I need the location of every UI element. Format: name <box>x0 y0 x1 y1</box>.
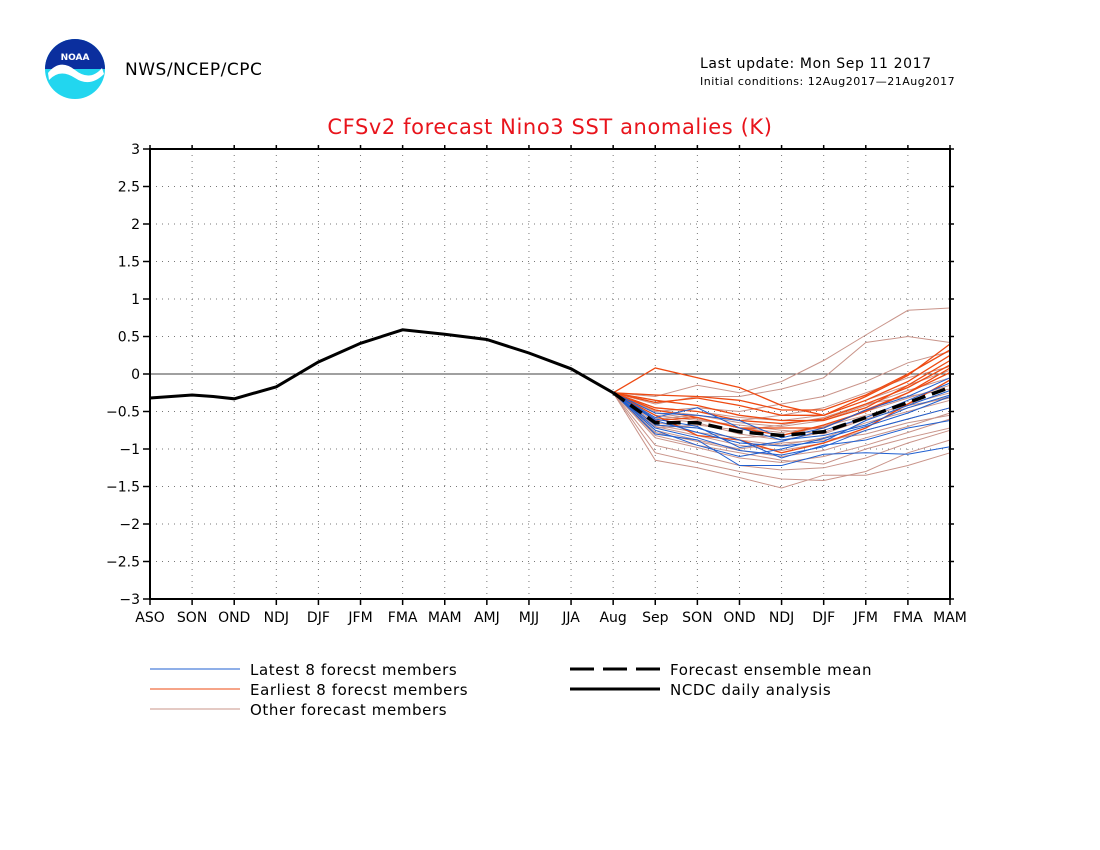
x-tick-label: JFM <box>347 610 372 626</box>
other-member-line <box>612 392 951 465</box>
y-axis: 3 2.5 2 1.5 1 0.5 0 −0.5 −1 −1.5 −2 −2.5 −3 <box>106 142 954 608</box>
analysis-line <box>149 328 614 401</box>
x-tick-label: DJF <box>812 610 835 626</box>
x-tick-label: Aug <box>599 610 626 626</box>
other-member-line <box>612 392 951 464</box>
x-tick-label: MJJ <box>519 610 539 626</box>
x-tick-label: DJF <box>307 610 330 626</box>
x-axis: ASO SON OND NDJ DJF JFM FMA MAM AMJ MJJ JJA Aug Sep S… <box>135 145 967 626</box>
x-tick-label: OND <box>218 610 250 626</box>
y-tick-label: −2 <box>119 517 140 533</box>
chart-title: CFSv2 forecast Nino3 SST anomalies (K) <box>327 115 772 139</box>
y-tick-label: −2.5 <box>106 555 140 571</box>
legend-mean-label: Forecast ensemble mean <box>670 661 872 679</box>
initial-conditions: Initial conditions: 12Aug2017—21Aug2017 <box>700 75 956 88</box>
legend-other-label: Other forecast members <box>250 701 447 719</box>
latest-member-line <box>612 392 951 456</box>
x-tick-label: SON <box>177 610 207 626</box>
legend: Latest 8 forecst members Earliest 8 fore… <box>150 661 872 719</box>
y-tick-label: 0.5 <box>118 330 140 346</box>
y-tick-label: 2 <box>131 217 140 233</box>
x-tick-label: JFM <box>853 610 878 626</box>
x-tick-label: Sep <box>642 610 669 626</box>
y-tick-label: −0.5 <box>106 405 140 421</box>
x-tick-label: OND <box>723 610 755 626</box>
y-tick-label: −1 <box>119 442 140 458</box>
y-tick-label: 1 <box>131 292 140 308</box>
y-tick-label: 1.5 <box>118 255 140 271</box>
x-tick-label: MAM <box>933 610 967 626</box>
x-tick-label: AMJ <box>474 610 500 626</box>
y-tick-label: 2.5 <box>118 180 140 196</box>
y-tick-label: −1.5 <box>106 480 140 496</box>
earliest-member-line <box>612 364 951 425</box>
last-update: Last update: Mon Sep 11 2017 <box>700 56 932 72</box>
legend-earliest-label: Earliest 8 forecst members <box>250 681 468 699</box>
other-member-line <box>612 392 951 489</box>
x-tick-label: FMA <box>893 610 923 626</box>
grid-lines <box>150 149 950 599</box>
earliest-member-line <box>612 371 951 429</box>
noaa-logo-text: NOAA <box>61 53 90 63</box>
latest-member-line <box>612 392 951 458</box>
other-member-line <box>613 377 951 428</box>
other-member-line <box>612 384 951 434</box>
x-tick-label: FMA <box>388 610 418 626</box>
latest-member-line <box>612 377 951 439</box>
latest-members-group <box>612 377 951 466</box>
other-member-line <box>612 351 951 413</box>
ensemble-mean-line <box>612 385 951 438</box>
y-tick-label: −3 <box>119 592 140 608</box>
x-tick-label: NDJ <box>769 610 794 626</box>
legend-latest-label: Latest 8 forecst members <box>250 661 457 679</box>
other-member-line <box>612 392 951 482</box>
other-member-line <box>612 392 951 450</box>
x-tick-label: JJA <box>561 610 580 626</box>
noaa-logo-icon: NOAA <box>44 38 106 100</box>
other-member-line <box>612 392 951 471</box>
legend-analysis-label: NCDC daily analysis <box>670 681 831 699</box>
y-tick-label: 3 <box>131 142 140 158</box>
earliest-member-line <box>612 343 951 416</box>
latest-member-line <box>612 392 951 466</box>
earliest-member-line <box>613 349 951 411</box>
agency-name: NWS/NCEP/CPC <box>125 60 263 80</box>
x-tick-label: SON <box>682 610 712 626</box>
y-tick-label: 0 <box>131 367 140 383</box>
other-member-line <box>613 307 951 398</box>
x-tick-label: NDJ <box>264 610 289 626</box>
x-tick-label: MAM <box>428 610 462 626</box>
x-tick-label: ASO <box>135 610 164 626</box>
earliest-member-line <box>613 354 951 416</box>
latest-member-line <box>612 392 951 459</box>
